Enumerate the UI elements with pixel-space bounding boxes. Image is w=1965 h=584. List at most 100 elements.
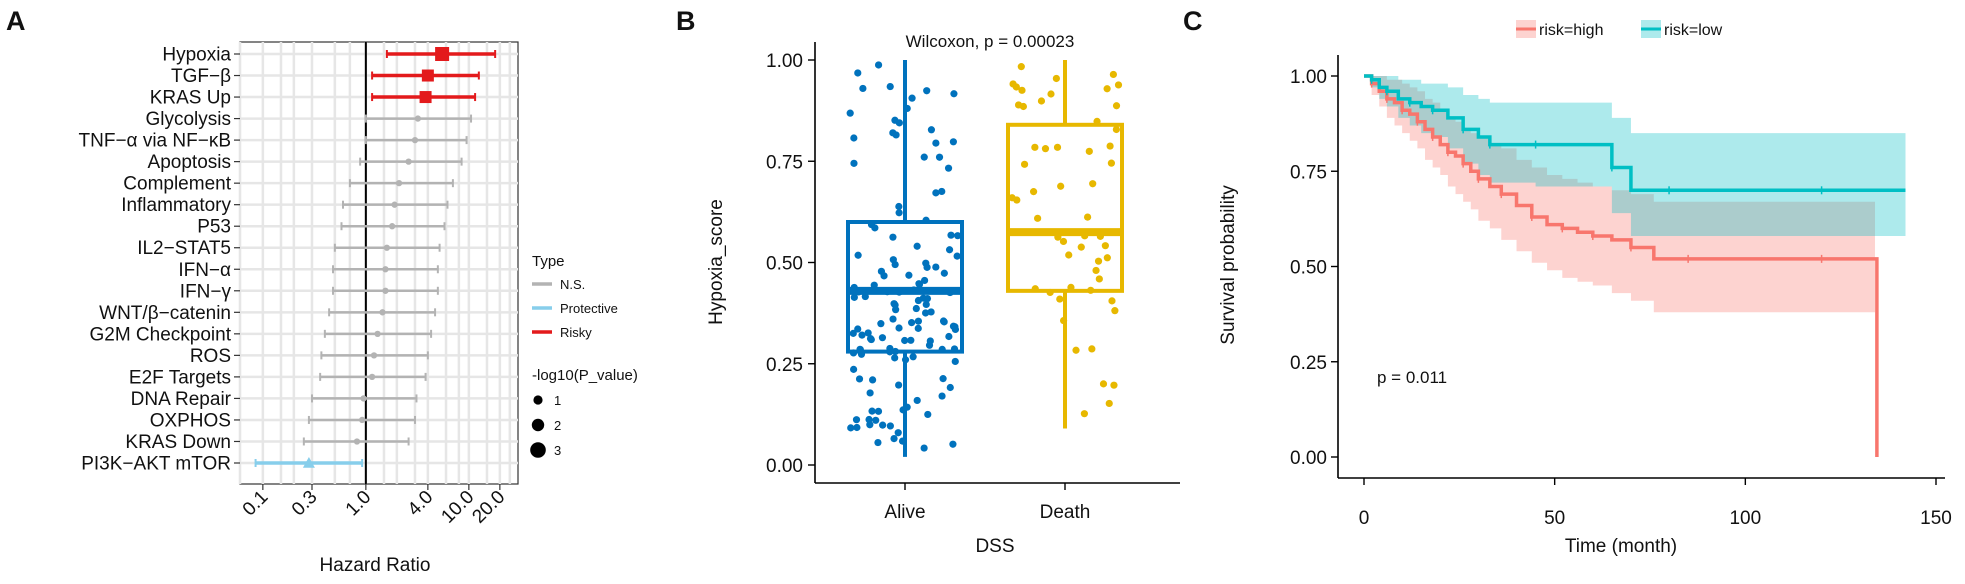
box-jitter-point: [1108, 297, 1116, 305]
box-jitter-point: [850, 134, 858, 142]
box-jitter-point: [1029, 188, 1038, 196]
box-jitter-point: [1101, 242, 1109, 250]
box-jitter-point: [949, 440, 957, 448]
box-jitter-point: [1080, 410, 1088, 418]
box-jitter-point: [858, 331, 866, 339]
survival-y-tick-label: 0.25: [1290, 353, 1327, 374]
forest-point: [395, 180, 403, 187]
legend-type-entries: N.S. Protective Risky: [532, 277, 618, 340]
box-jitter-point: [1114, 81, 1123, 89]
box-jitter-point: [864, 329, 872, 337]
forest-x-tick-label: 20.0: [468, 487, 509, 528]
box-jitter-point: [1103, 254, 1111, 262]
survival-plot: risk=high risk=low 0.00 0.25 0.50 0.75 1.00 0…: [1218, 20, 1952, 557]
box-jitter-point: [932, 189, 940, 197]
box-jitter-point: [932, 139, 940, 147]
box-jitter-point: [867, 335, 875, 344]
legend-type-label: Protective: [560, 301, 618, 316]
box-jitter-point: [895, 209, 903, 217]
box-jitter-point: [1089, 180, 1097, 188]
box-jitter-point: [1020, 160, 1029, 168]
box-jitter-point: [895, 381, 903, 389]
box-x-tick-label: Death: [1040, 502, 1091, 523]
box-jitter-point: [1094, 257, 1103, 265]
survival-y-tick-label: 0.00: [1290, 448, 1327, 469]
box-x-ticks: Alive Death: [884, 483, 1090, 523]
box-y-axis-label: Hypoxia_score: [706, 199, 727, 325]
box-jitter-point: [886, 82, 894, 91]
box-jitter-point: [849, 329, 857, 337]
box-jitter-point: [1112, 125, 1120, 134]
panel-label-a: A: [6, 6, 26, 36]
survival-x-tick-label: 0: [1359, 508, 1370, 529]
box-jitter-point: [1083, 213, 1092, 221]
box-jitter-point: [874, 61, 883, 69]
box-jitter-point: [938, 187, 946, 196]
forest-point: [360, 395, 367, 402]
forest-row-label: Complement: [123, 174, 231, 195]
box-jitter-point: [924, 410, 932, 419]
box-jitter-point: [874, 438, 882, 447]
legend-type-label: Risky: [560, 325, 592, 340]
box-jitter-point: [1088, 345, 1096, 353]
box-jitter-point: [846, 109, 854, 117]
box-jitter-point: [905, 271, 913, 279]
box-jitter-point: [954, 232, 962, 240]
forest-row-label: KRAS Down: [125, 432, 231, 453]
box-jitter-point: [891, 354, 899, 362]
box-jitter-point: [859, 84, 867, 93]
box-jitter-point: [920, 444, 928, 452]
forest-point: [382, 287, 389, 294]
box-x-axis-label: DSS: [975, 536, 1014, 557]
box-jitter-point: [1092, 266, 1100, 275]
forest-point: [383, 244, 391, 251]
forest-row-label: TNF−α via NF−κB: [79, 131, 231, 152]
box-jitter-point: [869, 376, 877, 384]
box-jitter-point: [877, 320, 885, 328]
forest-x-tick-label: 0.3: [288, 487, 322, 521]
box-jitter-point: [1057, 182, 1065, 190]
survival-x-axis-label: Time (month): [1565, 536, 1677, 557]
box-jitter-point: [914, 317, 923, 325]
box-jitter-point: [878, 334, 887, 342]
box-y-tick-label: 0.75: [766, 152, 803, 173]
box-jitter-point: [909, 353, 917, 361]
forest-row-label: E2F Targets: [129, 367, 231, 388]
legend-size-entries: 1 2 3: [530, 393, 561, 458]
box-jitter-point: [1085, 147, 1093, 155]
survival-x-tick-label: 150: [1920, 508, 1952, 529]
survival-x-tick-label: 50: [1544, 508, 1565, 529]
box-jitter-point: [949, 138, 957, 146]
panel-label-c: C: [1183, 6, 1203, 36]
box-jitter-point: [927, 126, 936, 134]
box-jitter-point: [879, 421, 887, 429]
survival-y-ticks: 0.00 0.25 0.50 0.75 1.00: [1290, 67, 1338, 469]
forest-point: [382, 266, 389, 273]
box-jitter-point: [889, 315, 897, 323]
box-jitter-point: [874, 407, 883, 415]
forest-x-tick-label: 4.0: [404, 487, 438, 521]
legend-size-dot: [531, 418, 545, 432]
box-jitter-point: [914, 296, 923, 305]
survival-x-tick-label: 100: [1729, 508, 1761, 529]
box-jitter-point: [939, 375, 947, 383]
box-jitter-point: [1056, 295, 1064, 303]
box-jitter-point: [901, 336, 909, 345]
box-jitter-point: [921, 309, 930, 317]
box-jitter-point: [913, 396, 921, 405]
box-jitter-point: [850, 159, 858, 167]
forest-point: [414, 115, 422, 122]
forest-row-label: Inflammatory: [121, 195, 231, 216]
box-jitter-point: [920, 153, 928, 161]
forest-point: [370, 352, 378, 359]
survival-y-tick-label: 0.75: [1290, 162, 1327, 183]
box-jitter-point: [866, 389, 874, 397]
forest-row-label: IL2−STAT5: [137, 238, 231, 259]
survival-curves: [1364, 74, 1906, 457]
forest-rows: [254, 47, 497, 468]
box-jitter-point: [1053, 143, 1062, 151]
ci-band-1: [1364, 76, 1906, 237]
box-jitter-point: [938, 392, 946, 400]
